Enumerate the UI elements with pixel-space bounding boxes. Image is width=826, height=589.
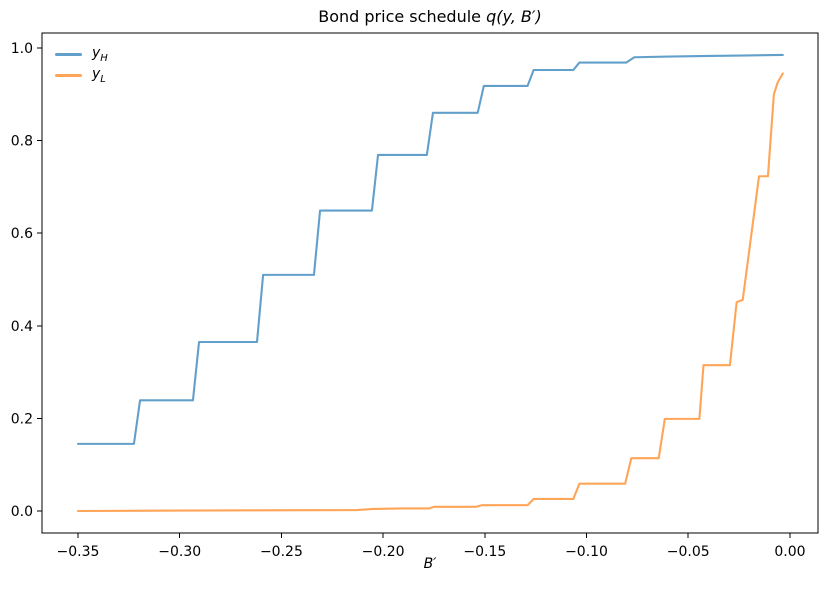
x-tick-label: −0.30 bbox=[158, 544, 201, 560]
y-tick-label: 0.8 bbox=[11, 134, 33, 150]
legend-label-yL: yL bbox=[92, 67, 106, 85]
legend-label-yL-main: y bbox=[92, 65, 101, 82]
y-tick-label: 0.4 bbox=[11, 319, 33, 335]
x-tick-label: −0.05 bbox=[667, 544, 710, 560]
y-tick-label: 1.0 bbox=[11, 41, 33, 57]
y-tick-label: 0.2 bbox=[11, 411, 33, 427]
series-line-y_H bbox=[76, 53, 784, 445]
x-tick-label: −0.15 bbox=[463, 544, 506, 560]
x-tick-label: −0.25 bbox=[260, 544, 303, 560]
legend-swatch-yH bbox=[55, 53, 82, 56]
legend: yH yL bbox=[55, 44, 108, 86]
x-tick-label: −0.10 bbox=[565, 544, 608, 560]
legend-swatch-yL bbox=[55, 74, 82, 77]
legend-label-yH-sub: H bbox=[100, 52, 108, 64]
x-tick-label: −0.20 bbox=[362, 544, 405, 560]
series-line-y_L bbox=[76, 72, 784, 513]
legend-label-yH-main: y bbox=[92, 44, 101, 61]
chart-title-text: Bond price schedule bbox=[318, 7, 487, 26]
chart-title-math: q(y, B′) bbox=[486, 7, 542, 26]
chart-title: Bond price schedule q(y, B′) bbox=[42, 7, 818, 26]
legend-entry-yL: yL bbox=[55, 65, 108, 86]
y-tick-label: 0.6 bbox=[11, 226, 33, 242]
y-tick-label: 0.0 bbox=[11, 504, 33, 520]
legend-label-yL-sub: L bbox=[100, 73, 106, 85]
x-axis-label: B′ bbox=[423, 556, 437, 572]
x-tick-label: 0.00 bbox=[774, 544, 805, 560]
x-tick-label: −0.35 bbox=[57, 544, 100, 560]
legend-entry-yH: yH bbox=[55, 44, 108, 65]
axes-spines bbox=[41, 32, 819, 534]
legend-label-yH: yH bbox=[92, 46, 108, 64]
